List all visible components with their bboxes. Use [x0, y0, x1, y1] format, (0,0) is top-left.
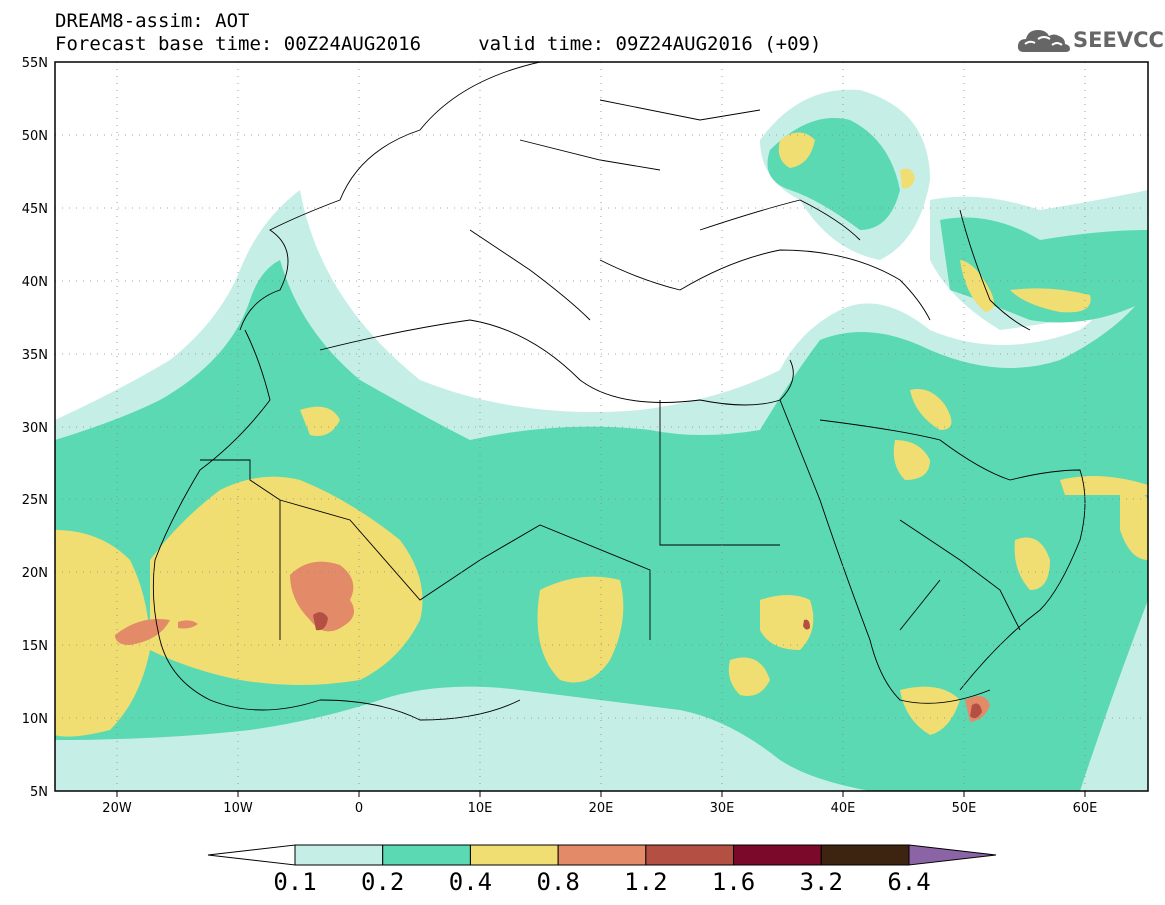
logo-text: SEEVCCC — [1073, 28, 1165, 52]
forecast-times: Forecast base time: 00Z24AUG2016 valid t… — [55, 33, 822, 55]
colorbar-box — [557, 844, 647, 866]
map-title: DREAM8-assim: AOT — [55, 10, 250, 32]
colorbar-label: 1.6 — [711, 868, 756, 896]
lon-label: 20E — [589, 801, 614, 816]
lon-label: 20W — [102, 801, 132, 816]
colorbar-label: 0.8 — [536, 868, 580, 896]
lat-labels: 5N 10N 15N 20N 25N 30N 35N 40N 45N 50N 5… — [22, 56, 48, 800]
tick-marks — [116, 791, 1086, 797]
colorbar-label: 1.2 — [624, 868, 668, 896]
colorbar-label: 6.4 — [887, 868, 931, 896]
colorbar-box — [294, 844, 384, 866]
lat-label: 55N — [22, 56, 48, 71]
colorbar — [207, 844, 997, 866]
cloud-icon — [1017, 30, 1070, 52]
colorbar-box — [645, 844, 735, 866]
lat-label: 5N — [30, 785, 48, 800]
lat-label: 15N — [22, 639, 48, 654]
lat-label: 50N — [22, 129, 48, 144]
aot-band-0.8 — [290, 561, 354, 632]
seevccc-logo: SEEVCCC — [1016, 24, 1165, 58]
lon-label: 60E — [1073, 801, 1098, 816]
lon-label: 50E — [952, 801, 977, 816]
aot-field — [55, 62, 1148, 791]
lon-label: 10W — [223, 801, 253, 816]
colorbar-label: 3.2 — [799, 868, 843, 896]
lat-label: 30N — [22, 421, 48, 436]
lat-label: 45N — [22, 202, 48, 217]
lat-label: 10N — [22, 712, 48, 727]
lat-label: 25N — [22, 493, 48, 508]
lon-label: 10E — [468, 801, 493, 816]
lat-label: 35N — [22, 348, 48, 363]
lon-label: 30E — [710, 801, 735, 816]
colorbar-label: 0.1 — [273, 868, 317, 896]
lon-label: 40E — [831, 801, 856, 816]
colorbar-box — [820, 844, 910, 866]
graticule — [55, 62, 1148, 791]
lon-labels: 20W 10W 0 10E 20E 30E 40E 50E 60E — [102, 801, 1097, 816]
aot-band-0.4 — [150, 476, 423, 685]
colorbar-box — [733, 844, 822, 866]
coastlines — [152, 62, 1086, 721]
colorbar-label: 0.2 — [361, 868, 405, 896]
colorbar-under-triangle — [207, 844, 296, 866]
lat-label: 40N — [22, 275, 48, 290]
colorbar-box — [382, 844, 471, 866]
colorbar-box — [469, 844, 559, 866]
colorbar-label: 0.4 — [448, 868, 493, 896]
colorbar-over-triangle — [908, 844, 997, 866]
lat-label: 20N — [22, 566, 48, 581]
aot-band-1.2 — [313, 612, 328, 631]
lon-label: 0 — [355, 801, 363, 816]
